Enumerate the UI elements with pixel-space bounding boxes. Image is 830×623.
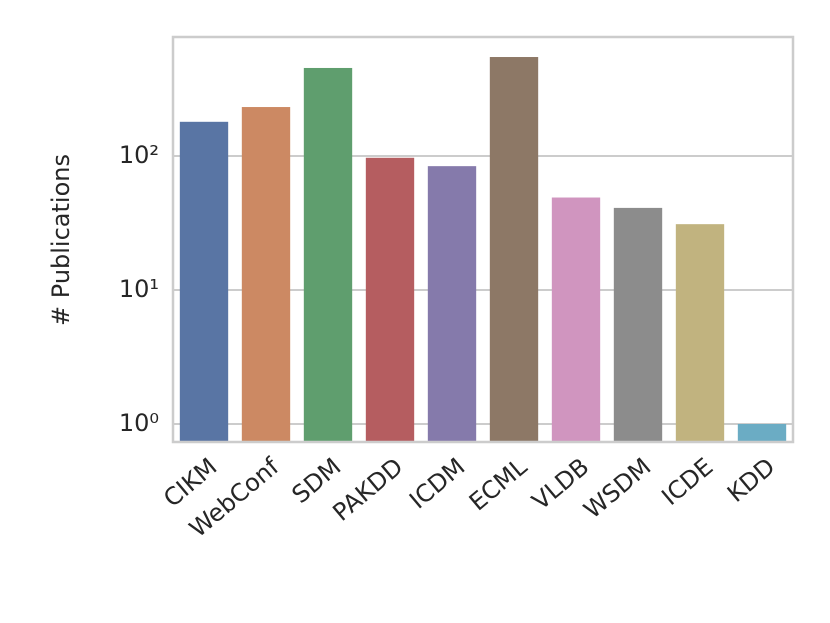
bar <box>675 224 725 442</box>
bar <box>241 107 291 442</box>
bar <box>365 157 415 442</box>
bar <box>489 57 539 442</box>
bar <box>551 197 601 442</box>
bar <box>737 424 787 442</box>
plot-frame <box>171 35 795 444</box>
bar <box>179 121 229 443</box>
y-axis-label: # Publications <box>47 154 75 326</box>
bar <box>303 67 353 442</box>
y-tick-label: 10² <box>119 141 159 169</box>
y-tick-label: 10¹ <box>119 275 159 303</box>
y-tick-label: 10⁰ <box>119 409 159 437</box>
bar <box>613 207 663 442</box>
bar <box>427 166 477 442</box>
